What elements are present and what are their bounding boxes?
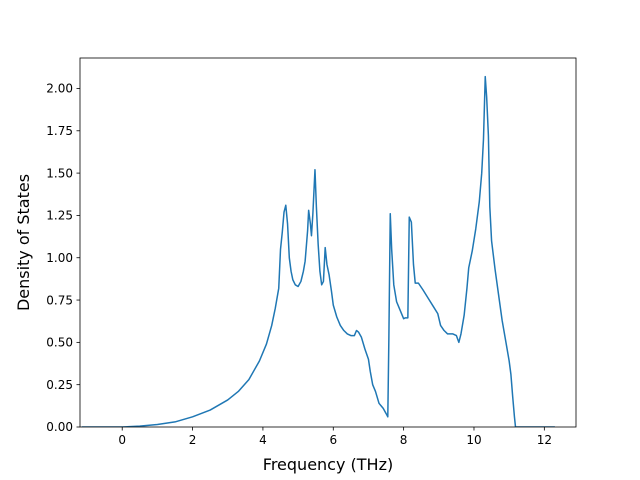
y-tick-label: 1.00 — [46, 251, 73, 265]
x-tick-label: 10 — [466, 433, 481, 447]
y-tick-label: 1.75 — [46, 124, 73, 138]
y-tick-label: 1.25 — [46, 209, 73, 223]
y-tick-label: 2.00 — [46, 82, 73, 96]
x-tick-label: 8 — [400, 433, 408, 447]
y-tick-label: 0.25 — [46, 378, 73, 392]
x-tick-label: 4 — [259, 433, 267, 447]
y-tick-label: 0.50 — [46, 336, 73, 350]
x-tick-label: 12 — [537, 433, 552, 447]
x-tick-label: 6 — [329, 433, 337, 447]
y-tick-label: 1.50 — [46, 166, 73, 180]
x-tick-label: 0 — [118, 433, 126, 447]
plot-frame — [79, 57, 577, 428]
y-tick-label: 0.75 — [46, 293, 73, 307]
x-axis-label: Frequency (THz) — [263, 455, 393, 474]
y-axis-label: Density of States — [14, 174, 33, 311]
dos-series-line-0 — [81, 75, 555, 427]
axes: 0 2 4 6 8 10 12 0.00 0.25 0.50 0.75 1.00 1.25 1.50 1.7… — [46, 57, 577, 447]
plot-area — [81, 75, 555, 427]
y-tick-label: 0.00 — [46, 420, 73, 434]
x-tick-label: 2 — [189, 433, 197, 447]
